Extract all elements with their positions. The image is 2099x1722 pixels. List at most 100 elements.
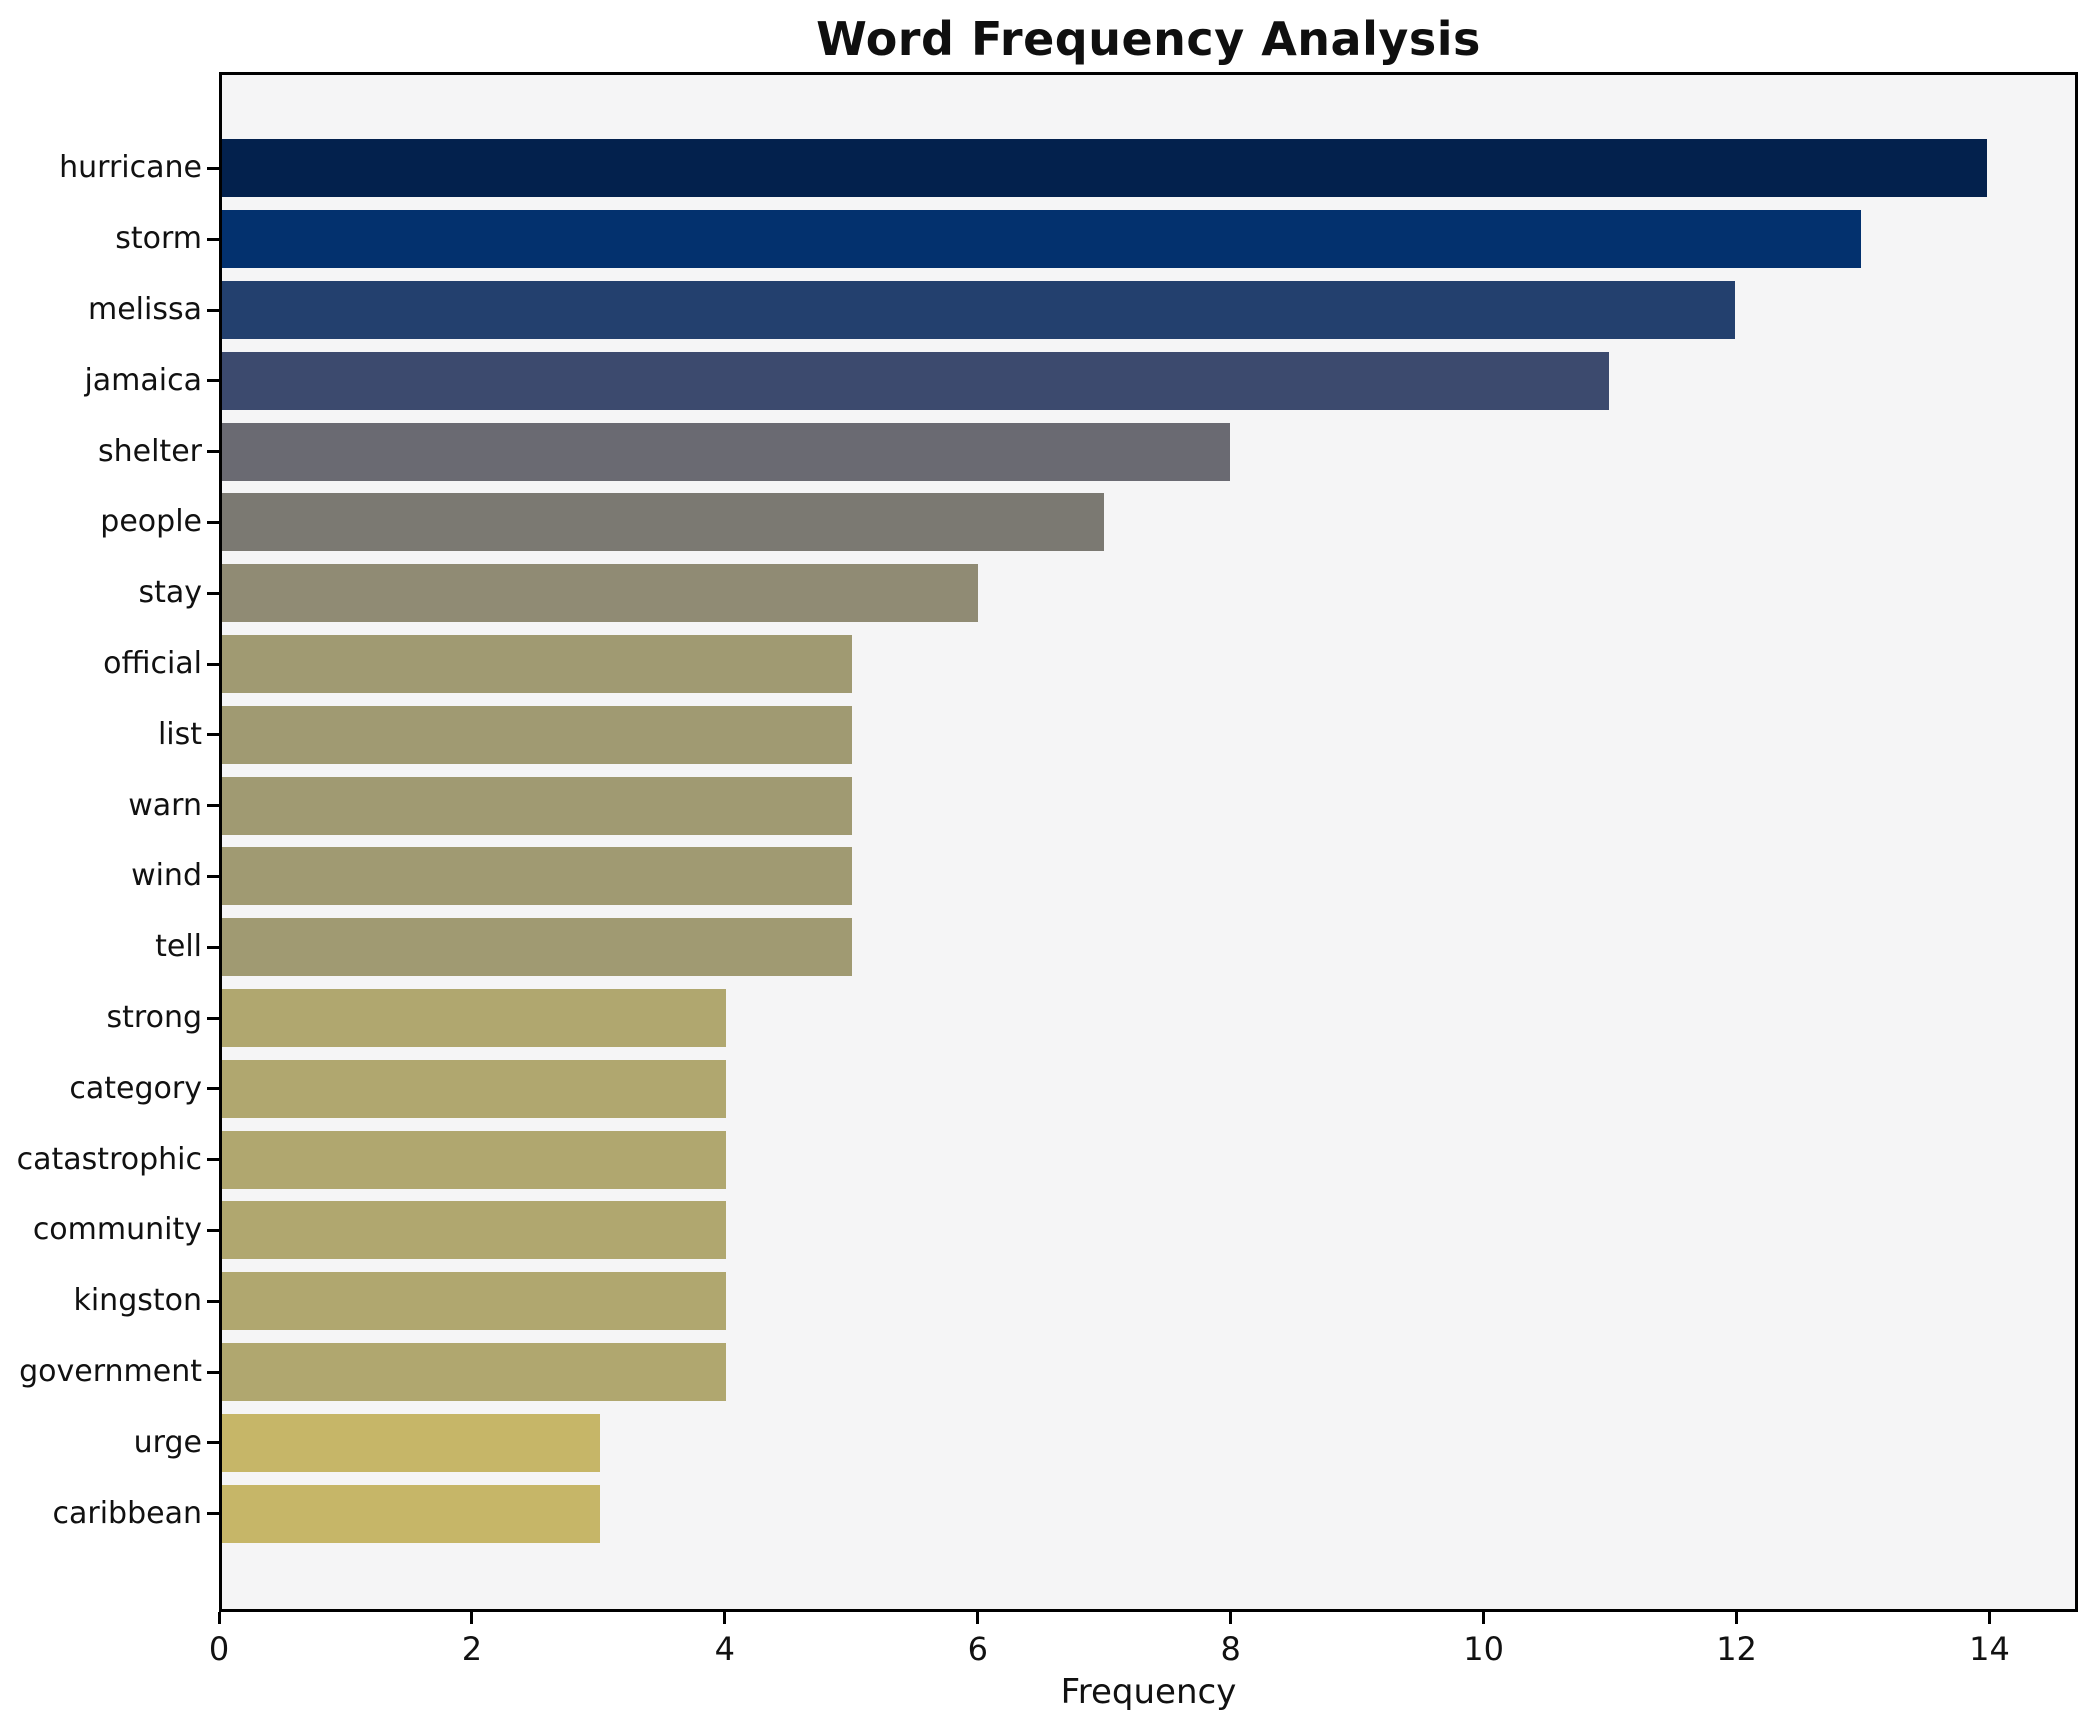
bar-warn <box>222 776 853 835</box>
bar-community <box>222 1201 727 1260</box>
bar-row <box>222 1266 2075 1337</box>
bar-urge <box>222 1413 601 1472</box>
y-tick-mark <box>207 945 219 949</box>
y-tick-mark <box>207 1228 219 1232</box>
bar-row <box>222 699 2075 770</box>
y-tick-mark <box>207 591 219 595</box>
y-label-caribbean: caribbean <box>52 1495 203 1531</box>
y-tick-mark <box>207 1016 219 1020</box>
y-label-warn: warn <box>128 787 202 823</box>
plot-area <box>219 72 2078 1612</box>
y-label-community: community <box>32 1212 202 1248</box>
bar-official <box>222 634 853 693</box>
x-tick-mark <box>723 1612 727 1624</box>
y-label-urge: urge <box>133 1424 202 1460</box>
y-tick-mark <box>207 1512 219 1516</box>
y-label-category: category <box>69 1070 202 1106</box>
y-label-shelter: shelter <box>98 433 202 469</box>
y-tick-mark <box>207 166 219 170</box>
x-tick-label-2: 2 <box>461 1630 483 1668</box>
x-tick-mark <box>976 1612 980 1624</box>
y-label-stay: stay <box>138 575 202 611</box>
bar-row <box>222 983 2075 1054</box>
x-axis-title: Frequency <box>1060 1672 1237 1712</box>
bar-catastrophic <box>222 1130 727 1189</box>
x-tick-label-14: 14 <box>1969 1630 2010 1668</box>
bar-category <box>222 1059 727 1118</box>
bar-storm <box>222 210 1861 269</box>
bar-wind <box>222 847 853 906</box>
x-tick-mark <box>1229 1612 1233 1624</box>
y-label-storm: storm <box>115 221 202 257</box>
y-tick-mark <box>207 1370 219 1374</box>
y-label-people: people <box>100 504 202 540</box>
x-tick-label-8: 8 <box>1220 1630 1241 1668</box>
bars-region <box>222 133 2075 1549</box>
y-label-catastrophic: catastrophic <box>16 1141 202 1177</box>
y-label-government: government <box>19 1354 202 1389</box>
bar-row <box>222 1478 2075 1549</box>
x-tick-mark <box>217 1612 221 1624</box>
bar-row <box>222 275 2075 346</box>
y-tick-mark <box>207 1158 219 1162</box>
bar-caribbean <box>222 1484 601 1543</box>
y-tick-mark <box>207 1299 219 1303</box>
y-tick-mark <box>207 308 219 312</box>
bar-melissa <box>222 280 1735 339</box>
y-tick-mark <box>207 1087 219 1091</box>
bar-row <box>222 1195 2075 1266</box>
bar-row <box>222 770 2075 841</box>
bar-kingston <box>222 1272 727 1331</box>
bar-row <box>222 1124 2075 1195</box>
y-label-list: list <box>157 716 202 752</box>
bar-row <box>222 1053 2075 1124</box>
y-label-tell: tell <box>155 929 202 965</box>
y-tick-mark <box>207 237 219 241</box>
x-tick-mark <box>1987 1612 1991 1624</box>
bar-shelter <box>222 422 1231 481</box>
x-tick-label-0: 0 <box>208 1630 230 1668</box>
y-label-strong: strong <box>106 1000 202 1035</box>
y-tick-mark <box>207 804 219 808</box>
x-tick-mark <box>1482 1612 1486 1624</box>
y-label-official: official <box>103 646 202 681</box>
x-tick-mark <box>470 1612 474 1624</box>
x-tick-label-6: 6 <box>967 1630 988 1668</box>
bar-row <box>222 416 2075 487</box>
y-tick-mark <box>207 733 219 737</box>
y-label-hurricane: hurricane <box>59 150 202 186</box>
bar-jamaica <box>222 351 1609 410</box>
bar-row <box>222 558 2075 629</box>
bar-row <box>222 345 2075 416</box>
x-tick-label-10: 10 <box>1463 1630 1504 1668</box>
y-label-jamaica: jamaica <box>84 362 202 398</box>
bar-hurricane <box>222 139 1987 198</box>
bar-row <box>222 133 2075 204</box>
bar-government <box>222 1342 727 1401</box>
y-label-melissa: melissa <box>88 292 202 327</box>
bar-row <box>222 487 2075 558</box>
bar-row <box>222 204 2075 275</box>
bar-row <box>222 1337 2075 1408</box>
x-tick-label-4: 4 <box>714 1630 736 1668</box>
chart-title: Word Frequency Analysis <box>816 12 1481 66</box>
bar-row <box>222 841 2075 912</box>
y-tick-mark <box>207 520 219 524</box>
y-tick-mark <box>207 662 219 666</box>
x-tick-mark <box>1735 1612 1739 1624</box>
bar-row <box>222 912 2075 983</box>
y-label-wind: wind <box>131 858 202 894</box>
y-tick-mark <box>207 450 219 454</box>
y-tick-mark <box>207 379 219 383</box>
bar-stay <box>222 564 979 623</box>
bar-strong <box>222 988 727 1047</box>
x-tick-label-12: 12 <box>1716 1630 1757 1668</box>
bar-list <box>222 705 853 764</box>
bar-row <box>222 629 2075 700</box>
y-label-kingston: kingston <box>73 1283 202 1319</box>
y-tick-mark <box>207 1441 219 1445</box>
bar-row <box>222 1407 2075 1478</box>
bar-tell <box>222 918 853 977</box>
y-tick-mark <box>207 874 219 878</box>
